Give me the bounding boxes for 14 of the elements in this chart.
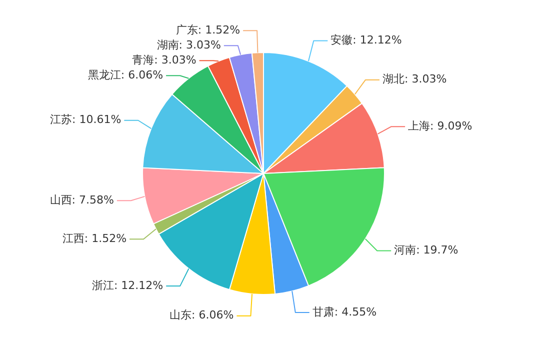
slice-label: 山西: 7.58% — [50, 193, 114, 206]
slice-label: 河南: 19.7% — [394, 244, 458, 257]
slice-label: 上海: 9.09% — [408, 120, 472, 133]
slice-label: 江苏: 10.61% — [50, 113, 122, 126]
slice-label: 湖南: 3.03% — [156, 38, 221, 52]
slice-label: 山东: 6.06% — [170, 308, 234, 322]
slice-label: 黑龙江: 6.06% — [88, 68, 164, 82]
slice-label: 安徽: 12.12% — [330, 34, 402, 47]
slice-label: 湖北: 3.03% — [382, 72, 447, 86]
slice-label: 甘肃: 4.55% — [312, 305, 377, 318]
slice-label: 广东: 1.52% — [176, 24, 240, 37]
slice-label: 江西: 1.52% — [62, 232, 127, 245]
slice-label: 浙江: 12.12% — [92, 278, 164, 292]
slice-label: 青海: 3.03% — [132, 54, 196, 67]
